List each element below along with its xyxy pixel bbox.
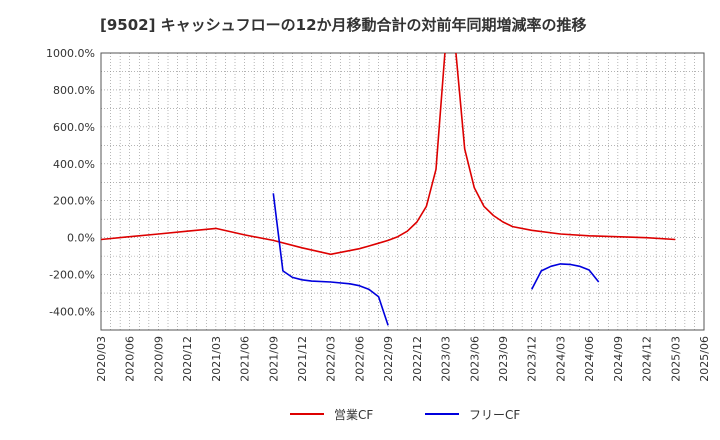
x-tick-label: 2020/06 [124, 336, 137, 382]
free-cf-line [530, 263, 600, 290]
x-tick-label: 2020/09 [152, 336, 165, 382]
legend-free-cf-label: フリーCF [469, 408, 520, 422]
x-tick-label: 2025/06 [698, 336, 711, 382]
x-tick-label: 2022/09 [382, 336, 395, 382]
legend-operating-cf-label: 営業CF [334, 408, 373, 422]
x-tick-label: 2024/09 [612, 336, 625, 382]
y-tick-label: 1000.0% [46, 47, 95, 60]
x-tick-label: 2021/06 [239, 336, 252, 382]
x-tick-label: 2023/03 [440, 336, 453, 382]
y-tick-label: -400.0% [49, 306, 95, 319]
x-tick-label: 2022/06 [353, 336, 366, 382]
x-tick-label: 2021/03 [210, 336, 223, 382]
y-tick-label: 600.0% [53, 121, 95, 134]
y-tick-label: -200.0% [49, 269, 95, 282]
y-tick-label: 800.0% [53, 84, 95, 97]
plot-background [101, 53, 704, 330]
x-tick-label: 2022/12 [411, 336, 424, 382]
x-tick-label: 2024/03 [554, 336, 567, 382]
x-tick-label: 2021/12 [296, 336, 309, 382]
operating-cf-line [101, 53, 676, 256]
x-tick-label: 2024/06 [583, 336, 596, 382]
x-tick-label: 2023/06 [468, 336, 481, 382]
x-tick-label: 2022/03 [325, 336, 338, 382]
free-cf-line [272, 193, 389, 326]
x-tick-label: 2020/12 [181, 336, 194, 382]
plot-border [100, 52, 705, 331]
y-tick-label: 200.0% [53, 195, 95, 208]
x-tick-label: 2023/12 [526, 336, 539, 382]
x-tick-label: 2023/09 [497, 336, 510, 382]
y-tick-label: 400.0% [53, 158, 95, 171]
x-tick-label: 2025/03 [669, 336, 682, 382]
y-tick-label: 0.0% [67, 232, 95, 245]
x-tick-label: 2020/03 [95, 336, 108, 382]
x-tick-label: 2021/09 [267, 336, 280, 382]
chart-title: [9502] キャッシュフローの12か月移動合計の対前年同期増減率の推移 [100, 16, 587, 34]
x-tick-label: 2024/12 [641, 336, 654, 382]
